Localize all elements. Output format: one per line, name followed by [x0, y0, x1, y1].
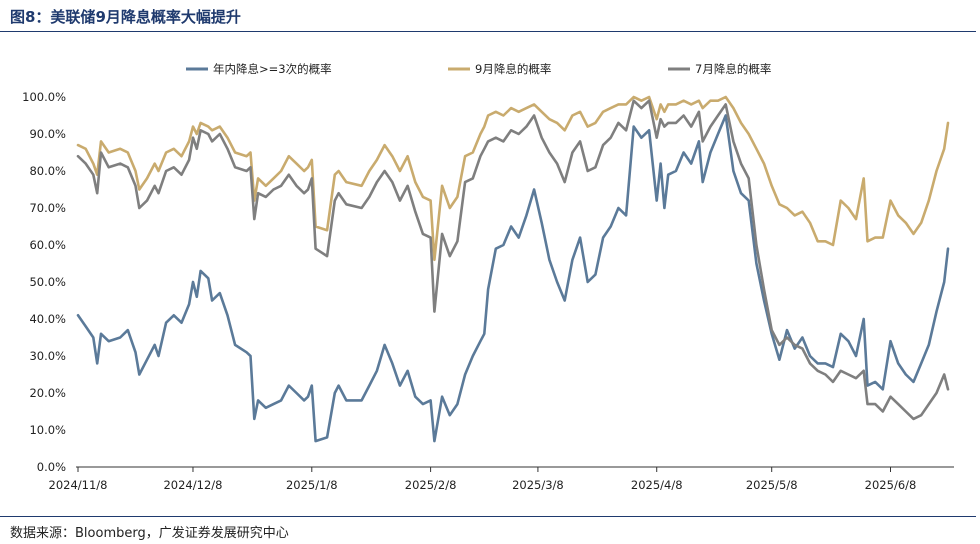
- legend-item-3: 7月降息的概率: [668, 62, 771, 76]
- y-tick-label: 50.0%: [29, 275, 66, 289]
- x-tick-label: 2025/6/8: [865, 478, 917, 492]
- y-tick-label: 70.0%: [29, 201, 66, 215]
- y-tick-label: 100.0%: [22, 90, 66, 104]
- x-tick-label: 2024/12/8: [163, 478, 222, 492]
- line-chart: 年内降息>=3次的概率 9月降息的概率 7月降息的概率 0.0% 10.0% 20.0%…: [22, 62, 954, 492]
- series-line-2: [76, 95, 950, 262]
- plot-area: [76, 95, 950, 443]
- legend-item-2: 9月降息的概率: [448, 62, 551, 76]
- x-tick-label: 2024/11/8: [49, 478, 108, 492]
- title-rule: [0, 31, 976, 32]
- series-line-3: [76, 99, 950, 421]
- y-tick-label: 20.0%: [29, 386, 66, 400]
- y-tick-label: 10.0%: [29, 423, 66, 437]
- legend-item-1: 年内降息>=3次的概率: [186, 62, 332, 76]
- figure-title: 图8：美联储9月降息概率大幅提升: [10, 8, 241, 26]
- y-tick-label: 30.0%: [29, 349, 66, 363]
- y-tick-label: 90.0%: [29, 127, 66, 141]
- y-tick-label: 0.0%: [37, 460, 66, 474]
- x-tick-label: 2025/3/8: [512, 478, 564, 492]
- chart-legend: 年内降息>=3次的概率 9月降息的概率 7月降息的概率: [186, 62, 771, 76]
- x-tick-label: 2025/5/8: [746, 478, 798, 492]
- legend-label: 7月降息的概率: [695, 62, 771, 76]
- y-tick-label: 80.0%: [29, 164, 66, 178]
- footer-rule: [0, 516, 976, 517]
- y-tick-label: 60.0%: [29, 238, 66, 252]
- x-tick-label: 2025/1/8: [286, 478, 338, 492]
- x-axis: 2024/11/8 2024/12/8 2025/1/8 2025/2/8 2025/3…: [49, 466, 954, 492]
- y-axis: 0.0% 10.0% 20.0% 30.0% 40.0% 50.0% 60.0% 70.0% 8…: [22, 90, 66, 474]
- x-tick-label: 2025/4/8: [631, 478, 683, 492]
- legend-label: 年内降息>=3次的概率: [213, 62, 332, 76]
- x-tick-label: 2025/2/8: [405, 478, 457, 492]
- source-note: 数据来源：Bloomberg，广发证券发展研究中心: [10, 526, 289, 541]
- y-tick-label: 40.0%: [29, 312, 66, 326]
- legend-label: 9月降息的概率: [475, 62, 551, 76]
- series-line-1: [76, 114, 950, 443]
